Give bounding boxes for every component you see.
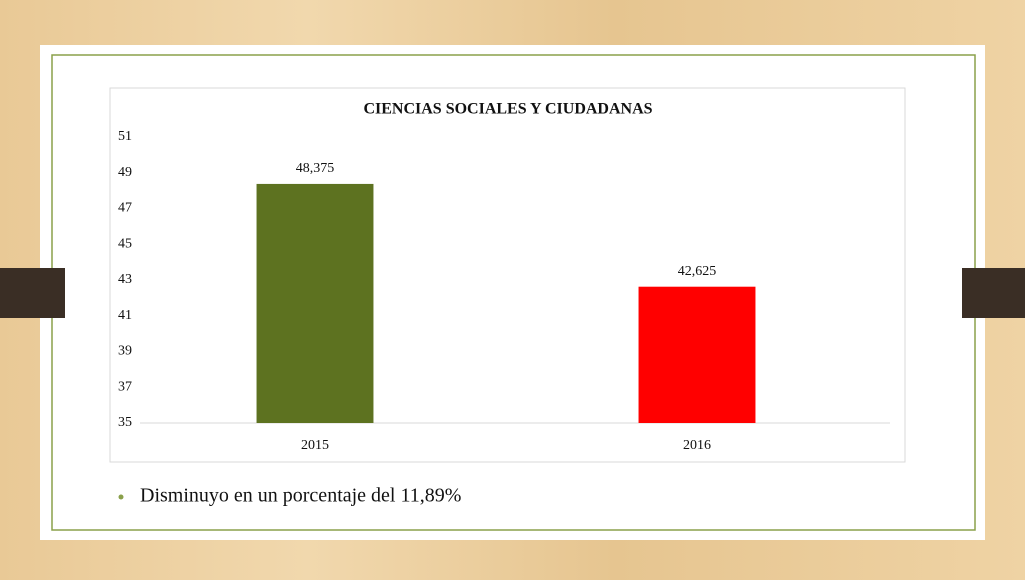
y-tick-label: 47 [118,201,132,216]
y-tick-label: 43 [118,272,132,287]
bar [638,286,756,423]
y-tick-label: 39 [118,344,132,359]
data-label: 48,375 [296,161,335,176]
bar [256,183,374,423]
y-tick-label: 37 [118,379,132,394]
y-tick-label: 41 [118,308,132,323]
y-tick-label: 51 [118,129,132,144]
y-tick-label: 49 [118,165,132,180]
bullet-text: Disminuyo en un porcentaje del 11,89% [140,485,461,507]
y-tick-label: 35 [118,415,132,430]
y-tick-label: 45 [118,236,132,251]
chart-title: CIENCIAS SOCIALES Y CIUDADANAS [363,101,652,118]
tab-left [0,268,65,318]
chart-area [109,87,906,463]
tab-right [962,268,1025,318]
bullet-dot [118,494,124,500]
data-label: 42,625 [678,264,717,279]
x-tick-label: 2015 [301,438,329,453]
x-tick-label: 2016 [683,438,711,453]
